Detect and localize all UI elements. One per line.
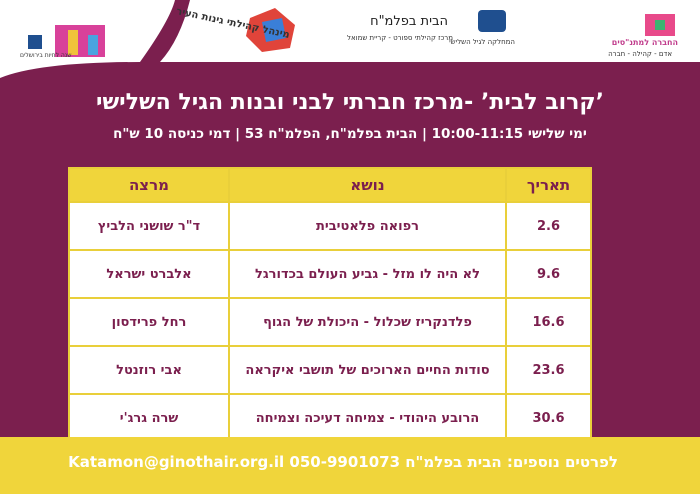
table-body: 2.6 רפואה פלאטיבית ד"ר שושני הלביץ 9.6 לא הי… [68,201,592,443]
logo-text: הבית בפלמ"ח [370,14,448,29]
table-cell: לא היה לו מזל - גביע העולם בכדורגל [228,249,507,299]
header-background [0,0,700,78]
logo-text: החברה למתנ"סים [611,38,678,47]
table-cell: סודות החיים הארוכים של תושבי איקראה [228,345,507,395]
table-cell: רחל פרידסון [68,297,230,347]
table-cell: 9.6 [505,249,592,299]
title: ’קרוב לבית’ -מרכז חברתי לבני ובנות הגיל … [96,90,604,115]
table-cell: הרובע היהודי - צמיחה דעיכה וצמיחה [228,393,507,443]
table-cell: פלדנקריז שכלול - היכולת של הגוף [228,297,507,347]
table-row: 9.6 לא היה לו מזל - גביע העולם בכדורגל אלב… [68,249,592,299]
table-cell: 23.6 [505,345,592,395]
table-cell: רפואה פלאטיבית [228,201,507,251]
logo-text: המחלקה לגיל השלישי [449,38,515,46]
table-row: 2.6 רפואה פלאטיבית ד"ר שושני הלביץ [68,201,592,251]
column-header: תאריך [505,167,592,203]
logo-text: אדם - קהילה - חברה [608,50,672,58]
table-cell: שרה גרג'י [68,393,230,443]
table-row: 23.6 סודות החיים הארוכים של תושבי איקראה א… [68,345,592,395]
table-cell: אבי רוזנטל [68,345,230,395]
column-header: נושא [228,167,507,203]
table-cell: 2.6 [505,201,592,251]
table-row: 16.6 פלדנקריז שכלול - היכולת של הגוף רחל פ… [68,297,592,347]
table-cell: אלברט ישראל [68,249,230,299]
table-cell: ד"ר שושני הלביץ [68,201,230,251]
footer-text: לפרטים נוספים: הבית בפלמ"ח 050-9901073 K… [68,453,618,471]
logo-text: מרכז קהילתי ספורט - קריית שמואל [347,34,453,42]
table-row: 30.6 הרובע היהודי - צמיחה דעיכה וצמיחה שרה… [68,393,592,443]
table-cell: 30.6 [505,393,592,443]
column-header: מרצה [68,167,230,203]
logo-text: שנה לחיות בירושלים [20,52,72,59]
table-cell: 16.6 [505,297,592,347]
footer: לפרטים נוספים: הבית בפלמ"ח 050-9901073 K… [0,437,700,494]
header-row: תאריך נושא מרצה [68,167,592,203]
subtitle: ימי שלישי 10:00-11:15 | הבית בפלמ"ח, הפל… [113,126,587,142]
schedule-table: תאריך נושא מרצה 2.6 רפואה פלאטיבית ד"ר שושני… [68,167,592,443]
